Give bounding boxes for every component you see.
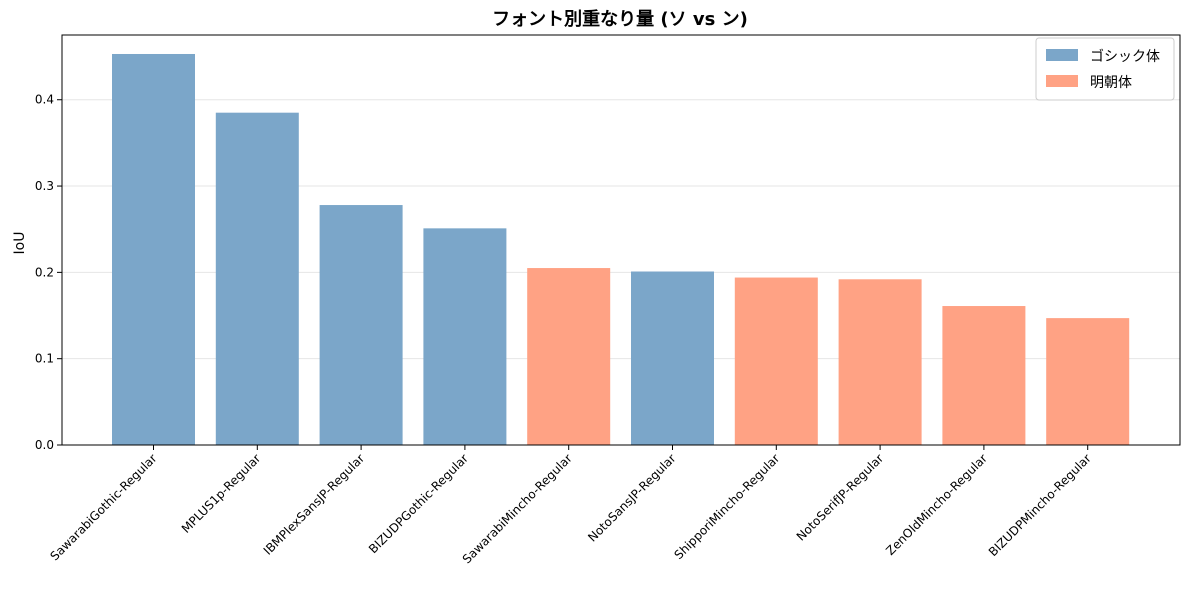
y-tick-label: 0.1 (35, 352, 54, 366)
legend-label-gothic: ゴシック体 (1090, 48, 1160, 65)
bar-bizudpgothic-regular (423, 228, 507, 445)
y-tick-label: 0.0 (35, 438, 54, 452)
bar-sawarabigothic-regular (112, 53, 195, 446)
chart-title: フォント別重なり量 (ソ vs ン) (492, 8, 748, 30)
legend-swatch-mincho (1046, 75, 1078, 87)
legend-swatch-gothic (1046, 49, 1078, 61)
y-tick-label: 0.4 (35, 93, 54, 107)
bar-shipporimincho-regular (734, 277, 818, 445)
y-axis-ticks: 0.0 0.1 0.2 0.3 0.4 (35, 93, 62, 452)
legend: ゴシック体 明朝体 (1035, 37, 1175, 101)
bar-notosansjp-regular (631, 271, 714, 445)
bar-ibmplexsansjp-regular (319, 205, 403, 445)
y-tick-label: 0.3 (35, 179, 54, 193)
legend-label-mincho: 明朝体 (1090, 75, 1132, 91)
y-tick-label: 0.2 (35, 265, 54, 279)
y-axis-label: IoU (12, 232, 28, 255)
plot-frame (61, 34, 1181, 446)
bar-sawarabimincho-regular (527, 268, 611, 445)
bar-bizudpmincho-regular (1046, 318, 1130, 445)
bars (112, 53, 1130, 446)
bar-zenoldmincho-regular (942, 306, 1026, 445)
bar-notoserifjp-regular (838, 279, 922, 445)
bar-mplus1p-regular (215, 112, 299, 446)
